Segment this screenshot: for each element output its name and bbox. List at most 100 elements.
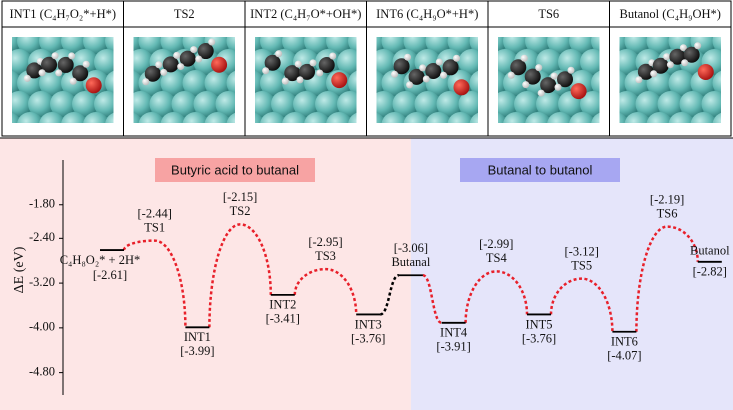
slab-atom: [193, 91, 220, 117]
h-atom: [535, 64, 543, 72]
slab-atom: [182, 70, 209, 96]
energy-label: [-2.44]: [138, 206, 172, 220]
slab-atom: [591, 70, 600, 96]
structure-image: [133, 37, 235, 123]
slab-atom: [469, 37, 478, 54]
slab-atom: [392, 91, 419, 117]
h-atom: [294, 60, 302, 68]
slab-atom: [72, 91, 98, 117]
h-atom: [296, 76, 304, 84]
slab-atom: [425, 37, 452, 54]
h-atom: [554, 83, 562, 91]
ts-curve: [635, 225, 700, 332]
slab-atom: [138, 112, 165, 123]
slab-atom: [260, 112, 286, 123]
y-tick-label: -1.80: [29, 197, 55, 211]
ts-curve: [549, 277, 614, 332]
carbon-atom: [264, 54, 281, 71]
h-atom: [507, 71, 515, 79]
state-label: INT1: [184, 330, 211, 344]
slab-atom: [50, 91, 76, 117]
h-atom: [567, 66, 575, 74]
h-atom: [419, 64, 427, 72]
h-atom: [155, 61, 163, 69]
slab-atom: [536, 91, 562, 117]
slab-atom: [326, 37, 352, 54]
h-atom: [68, 52, 76, 60]
h-atom: [316, 69, 324, 77]
slab-atom: [39, 37, 65, 54]
carbon-atom: [72, 65, 89, 82]
carbon-atom: [510, 59, 527, 76]
region-label-box: [460, 158, 620, 182]
link-curve: [422, 274, 443, 325]
slab-atom: [204, 70, 231, 96]
carbon-atom: [540, 77, 557, 94]
h-atom: [23, 74, 31, 82]
region-background: [410, 138, 733, 410]
carbon-atom: [162, 56, 179, 73]
h-atom: [173, 51, 181, 59]
slab-atom: [712, 70, 721, 96]
slab-atom: [580, 49, 600, 75]
h-atom: [38, 69, 46, 77]
slab-atom: [458, 91, 478, 117]
slab-atom: [436, 91, 463, 117]
o-atom: [570, 83, 587, 100]
state-label: INT5: [525, 317, 552, 331]
h-atom: [679, 44, 687, 52]
slab-atom: [226, 70, 235, 96]
carbon-atom: [557, 71, 574, 88]
energy-label: [-4.07]: [607, 349, 641, 363]
carbon-atom: [408, 68, 425, 85]
slab-atom: [105, 37, 114, 54]
h-atom: [650, 70, 658, 78]
energy-label: [-3.99]: [180, 344, 214, 358]
region-label: Butyric acid to butanal: [171, 162, 299, 177]
h-atom: [404, 53, 412, 61]
energy-label: [-2.61]: [93, 268, 127, 282]
slab-atom: [39, 112, 65, 123]
slab-atom: [215, 91, 235, 117]
h-atom: [406, 81, 414, 89]
slab-atom: [204, 112, 231, 123]
h-atom: [275, 50, 283, 58]
state-label: TS1: [144, 220, 165, 234]
carbon-atom: [299, 63, 316, 80]
slab-atom: [326, 112, 352, 123]
slab-atom: [348, 70, 357, 96]
state-label: TS2: [230, 204, 251, 218]
h-atom: [694, 42, 702, 50]
h-atom: [329, 52, 337, 60]
h-atom: [635, 76, 643, 84]
slab-atom: [619, 49, 640, 75]
y-tick-label: -4.00: [29, 320, 55, 334]
slab-atom: [105, 112, 114, 123]
energy-label: [-3.06]: [394, 241, 428, 255]
slab-atom: [138, 37, 165, 54]
h-atom: [391, 70, 399, 78]
slab-atom: [525, 37, 551, 54]
slab-atom: [619, 91, 640, 117]
carbon-atom: [393, 58, 410, 75]
o-atom: [331, 72, 348, 89]
o-atom: [453, 79, 470, 96]
slab-atom: [624, 37, 651, 54]
h-atom: [142, 78, 150, 86]
state-label: Butanol: [690, 244, 730, 258]
h-atom: [309, 59, 317, 67]
energy-label: [-2.99]: [479, 237, 513, 251]
slab-atom: [690, 112, 717, 123]
slab-atom: [282, 37, 308, 54]
structure-image: [255, 37, 357, 123]
slab-atom: [498, 91, 518, 117]
slab-atom: [17, 112, 43, 123]
slab-atom: [580, 91, 600, 117]
h-atom: [195, 55, 203, 63]
slab-atom: [348, 112, 357, 123]
h-atom: [550, 72, 558, 80]
h-atom: [422, 75, 430, 83]
slab-atom: [160, 37, 187, 54]
state-label: TS5: [571, 258, 592, 272]
